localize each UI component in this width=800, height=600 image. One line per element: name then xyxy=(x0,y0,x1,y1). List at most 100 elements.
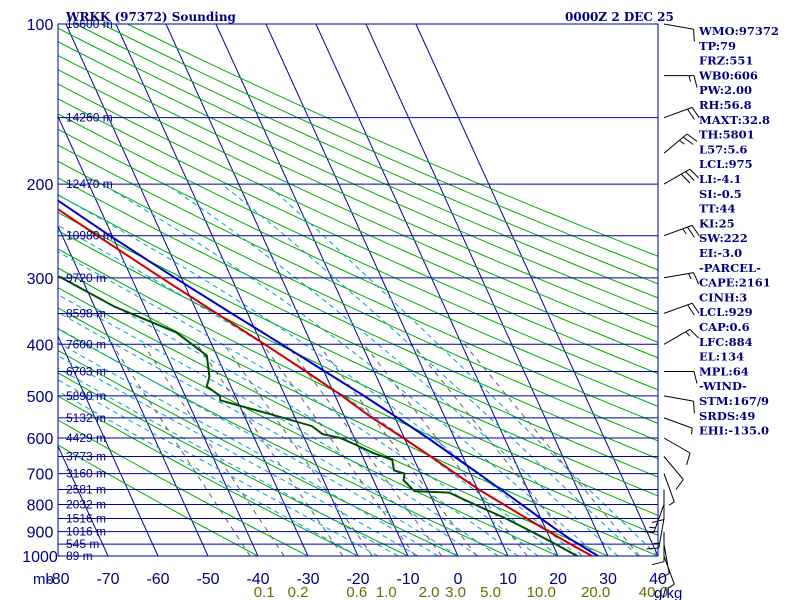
parcel-line xyxy=(58,199,599,556)
moist-adiabat-line xyxy=(58,342,439,556)
profile-series xyxy=(58,199,599,556)
wind-barb xyxy=(663,555,675,589)
index-line: CINH:3 xyxy=(699,290,747,304)
isotherm-line xyxy=(0,24,8,556)
height-label: 2032 m xyxy=(66,497,106,511)
pressure-tick-label: 900 xyxy=(27,525,54,542)
mixing-ratio-line xyxy=(111,344,251,556)
sounding-indices-panel: WMO:97372TP:79FRZ:551WB0:606PW:2.00RH:56… xyxy=(698,24,779,438)
moist-adiabat-line xyxy=(58,355,419,556)
mixing-ratio-tick-label: 10.0 xyxy=(527,584,556,600)
mixing-ratio-line xyxy=(286,344,442,556)
wind-barb xyxy=(663,133,698,154)
height-label: 1516 m xyxy=(66,511,106,525)
wind-barb xyxy=(663,168,699,185)
mixing-ratio-unit-label: g/kg xyxy=(654,585,682,600)
isotherm-line xyxy=(58,115,259,556)
index-line: KI:25 xyxy=(699,216,735,230)
isotherm-lines xyxy=(0,24,658,556)
isobar-lines xyxy=(57,23,659,557)
height-label: 3773 m xyxy=(66,449,106,463)
temperature-tick-label: -60 xyxy=(146,571,169,588)
isotherm-line xyxy=(365,24,609,556)
temperature-tick-label: -20 xyxy=(346,571,369,588)
wind-barb xyxy=(663,106,700,120)
wind-barb xyxy=(641,504,665,534)
dry-adiabat-line xyxy=(75,24,658,285)
temperature-tick-label: -80 xyxy=(46,571,69,588)
temperature-tick-label: 30 xyxy=(599,571,617,588)
moist-adiabat-line xyxy=(266,183,658,556)
mixing-ratio-line xyxy=(318,343,478,556)
index-line: EI:-3.0 xyxy=(699,246,742,260)
isotherm-line xyxy=(115,24,359,556)
index-line: RH:56.8 xyxy=(699,98,752,112)
dry-adiabat-line xyxy=(58,27,658,299)
index-line: WB0:606 xyxy=(698,68,758,82)
mixing-ratio-line xyxy=(464,343,640,556)
height-label: 12470 m xyxy=(66,177,113,191)
index-line: LCL:975 xyxy=(699,157,753,171)
height-label: 5132 m xyxy=(66,411,106,425)
pressure-tick-label: 1000 xyxy=(22,549,58,566)
wind-barb xyxy=(663,224,700,238)
height-label: 3160 m xyxy=(66,467,106,481)
mixing-ratio-tick-label: 0.1 xyxy=(254,584,275,600)
plot-frame xyxy=(57,23,659,557)
index-line: CAPE:2161 xyxy=(699,276,771,290)
pressure-tick-label: 700 xyxy=(27,467,54,484)
index-line: -PARCEL- xyxy=(699,261,761,275)
mixing-ratio-line xyxy=(223,344,373,556)
height-label: 545 m xyxy=(66,537,99,551)
wind-barb xyxy=(651,531,665,566)
pressure-tick-label: 300 xyxy=(27,271,54,288)
mixing-ratio-tick-label: 0.6 xyxy=(346,584,367,600)
axis-labels: 0.1 0.2 0.6 1.0 2.0 3.0 5.0 10.0 20.0 40.01002003… xyxy=(22,17,668,600)
isotherm-line xyxy=(58,444,109,556)
mixing-ratio-tick-label: 3.0 xyxy=(445,584,466,600)
wind-barb xyxy=(663,473,675,506)
isotherm-line xyxy=(215,24,459,556)
dewpoint-line xyxy=(58,275,578,556)
temperature-tick-label: 0 xyxy=(454,571,463,588)
mixing-ratio-tick-label: 5.0 xyxy=(480,584,501,600)
height-label: 14260 m xyxy=(66,111,113,125)
wind-barb xyxy=(663,456,684,490)
wind-barb xyxy=(651,489,665,523)
isotherm-line xyxy=(58,225,209,556)
height-label: 2581 m xyxy=(66,483,106,497)
height-label: 7600 m xyxy=(66,337,106,351)
pressure-tick-label: 800 xyxy=(27,497,54,514)
mixing-ratio-tick-label: 40.0 xyxy=(639,584,668,600)
height-label: 89 m xyxy=(66,549,93,563)
index-line: SW:222 xyxy=(699,231,748,245)
mixing-ratio-tick-label: 2.0 xyxy=(419,584,440,600)
mixing-ratio-lines xyxy=(111,343,640,556)
index-line: SI:-0.5 xyxy=(699,187,742,201)
wind-barb xyxy=(663,328,699,345)
mixing-ratio-line xyxy=(142,344,285,556)
index-line: EL:134 xyxy=(699,350,744,364)
height-label: 8598 m xyxy=(66,306,106,320)
moist-adiabat-line xyxy=(165,183,619,556)
index-line: PW:2.00 xyxy=(699,83,752,97)
height-label: 5890 m xyxy=(66,389,106,403)
wind-barb xyxy=(663,395,695,414)
isotherm-line xyxy=(415,24,658,556)
height-label: 4429 m xyxy=(66,431,106,445)
wind-barb xyxy=(664,371,698,384)
temperature-line xyxy=(58,207,593,556)
index-line: LCL:929 xyxy=(699,305,753,319)
temperature-tick-label: 40 xyxy=(649,571,667,588)
index-line: TH:5801 xyxy=(699,128,755,142)
wind-barb xyxy=(663,302,700,316)
dry-adiabat-line xyxy=(58,41,658,313)
height-label: 9720 m xyxy=(66,271,106,285)
isotherm-line xyxy=(65,24,309,556)
index-line: MPL:64 xyxy=(699,364,749,378)
wind-barb xyxy=(663,417,693,435)
pressure-tick-label: 100 xyxy=(27,17,54,34)
index-line: LFC:884 xyxy=(699,335,753,349)
index-line: CAP:0.6 xyxy=(699,320,750,334)
